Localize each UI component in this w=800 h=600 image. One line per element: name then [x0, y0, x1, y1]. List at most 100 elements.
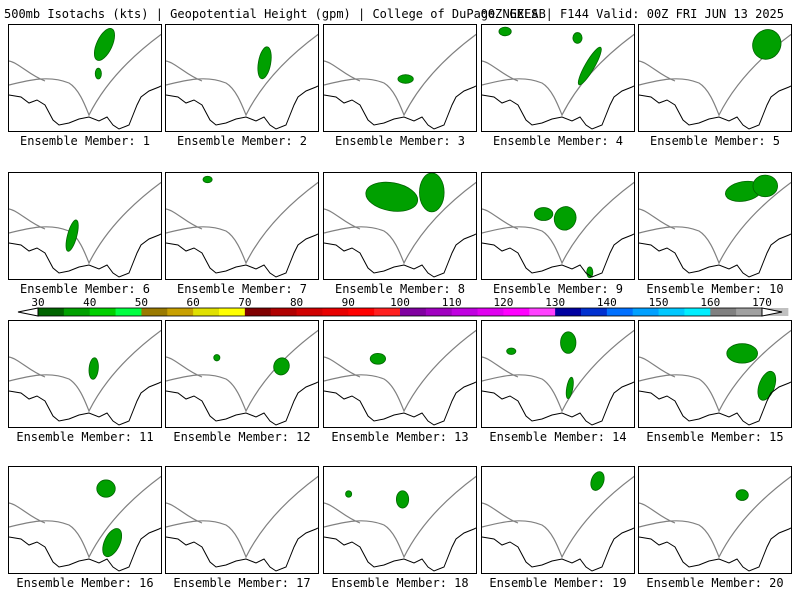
height-contour: [9, 60, 46, 82]
ensemble-panel: [165, 24, 319, 132]
ensemble-panel: [323, 24, 477, 132]
coastline: [639, 381, 791, 426]
member-label: Ensemble Member: 11: [16, 430, 154, 444]
height-contour: [324, 181, 476, 265]
height-contour: [639, 475, 791, 559]
coastline: [639, 527, 791, 572]
coastline: [9, 381, 161, 426]
colorbar-swatch: [89, 308, 117, 316]
title-right: 00Z GEFS | F144 Valid: 00Z FRI JUN 13 20…: [480, 7, 784, 21]
isotach-area: [726, 343, 758, 364]
panel-map: [639, 475, 791, 572]
coastline: [166, 527, 318, 572]
colorbar-swatch: [684, 308, 711, 316]
member-label: Ensemble Member: 6: [19, 282, 151, 296]
coastline: [9, 85, 161, 130]
colorbar-tick-label: 140: [597, 296, 617, 309]
colorbar-swatch: [632, 308, 660, 316]
height-contour: [324, 475, 476, 559]
colorbar-swatch: [477, 308, 504, 316]
ensemble-panel: [165, 320, 319, 428]
height-contour: [639, 502, 676, 524]
height-contour: [324, 60, 361, 82]
isotach-area: [533, 207, 554, 221]
ensemble-panel: [8, 320, 162, 428]
height-contour: [324, 208, 361, 230]
colorbar-swatch: [270, 308, 298, 316]
colorbar-swatch: [503, 308, 530, 316]
height-contour: [9, 329, 161, 413]
member-label: Ensemble Member: 9: [492, 282, 624, 296]
colorbar-swatch: [115, 308, 142, 316]
colorbar-outline: [37, 307, 763, 317]
isotach-area: [586, 266, 594, 279]
ensemble-panel: [323, 320, 477, 428]
member-label: Ensemble Member: 16: [16, 576, 154, 590]
coastline: [324, 233, 476, 278]
isotach-area: [752, 174, 778, 198]
isotach-area: [560, 331, 577, 354]
member-label: Ensemble Member: 4: [492, 134, 624, 148]
ensemble-panel: [638, 320, 792, 428]
colorbar-swatch: [400, 308, 427, 316]
isotach-area: [498, 26, 512, 37]
ensemble-panel: [481, 466, 635, 574]
coastline: [324, 381, 476, 426]
colorbar-tick-label: 50: [135, 296, 148, 309]
height-contour: [9, 33, 161, 117]
coastline: [482, 381, 634, 426]
height-contour: [166, 502, 203, 524]
panel-map: [9, 28, 161, 130]
height-contour: [482, 329, 634, 413]
height-contour: [324, 33, 476, 117]
member-label: Ensemble Member: 13: [331, 430, 469, 444]
ensemble-panel: [638, 466, 792, 574]
height-contour: [324, 502, 361, 524]
member-label: Ensemble Member: 5: [649, 134, 781, 148]
ensemble-panel: [8, 172, 162, 280]
coastline: [482, 233, 634, 278]
height-contour: [482, 60, 519, 82]
panel-map: [9, 475, 161, 572]
member-label: Ensemble Member: 14: [489, 430, 627, 444]
colorbar-tick-label: 150: [649, 296, 669, 309]
panel-map: [166, 175, 318, 278]
ensemble-panel: [323, 172, 477, 280]
height-contour: [166, 208, 203, 230]
isotach-area: [273, 357, 290, 376]
isotach-area: [735, 489, 749, 501]
colorbar-tick-label: 90: [342, 296, 355, 309]
height-contour: [482, 33, 634, 117]
panel-map: [166, 475, 318, 572]
coastline: [482, 527, 634, 572]
colorbar-left-arrow: [17, 307, 39, 317]
ensemble-panel: [165, 466, 319, 574]
ensemble-panel: [8, 24, 162, 132]
colorbar-swatch: [193, 308, 220, 316]
height-contour: [639, 208, 676, 230]
ensemble-panel: [638, 172, 792, 280]
isotach-area: [757, 370, 777, 401]
isotach-area: [419, 173, 445, 213]
panel-map: [166, 33, 318, 130]
title-left: 500mb Isotachs (kts) | Geopotential Heig…: [4, 7, 546, 21]
panel-map: [324, 33, 476, 130]
height-contour: [9, 356, 46, 378]
isotach-area: [96, 479, 116, 498]
height-contour: [639, 356, 676, 378]
colorbar-swatch: [296, 308, 323, 316]
colorbar-tick-label: 40: [83, 296, 96, 309]
height-contour: [166, 33, 318, 117]
height-contour: [639, 181, 791, 265]
isotach-area: [365, 181, 419, 212]
member-label: Ensemble Member: 10: [646, 282, 784, 296]
isotach-area: [553, 206, 577, 231]
isotach-area: [93, 28, 115, 61]
ensemble-panel: [165, 172, 319, 280]
panel-map: [482, 329, 634, 426]
colorbar-swatch: [529, 308, 556, 316]
coastline: [166, 85, 318, 130]
map-title: 500mb Isotachs (kts) | Geopotential Heig…: [4, 6, 796, 22]
colorbar-swatch: [167, 308, 194, 316]
isotach-area: [572, 32, 583, 44]
